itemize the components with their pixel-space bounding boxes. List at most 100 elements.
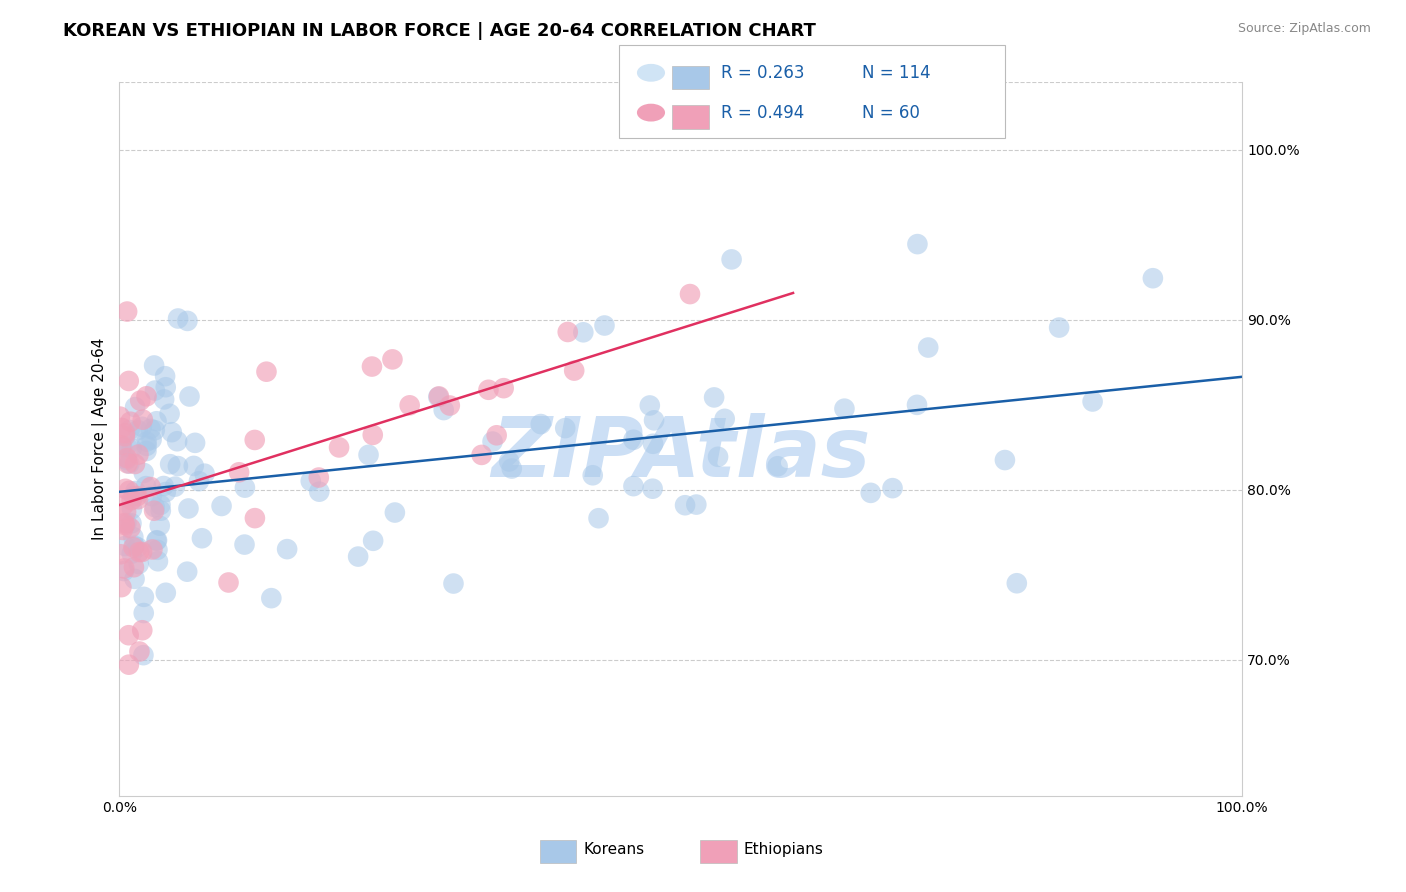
Point [146, 533, 169, 548]
Point [120, 415, 142, 429]
Text: R = 0.263: R = 0.263 [721, 64, 804, 82]
Point [1005, 576, 1028, 591]
Point [127, 541, 149, 555]
Point [135, 389, 157, 403]
Point [114, 518, 136, 533]
Point [135, 439, 157, 453]
Point [111, 421, 134, 435]
Point [135, 444, 157, 458]
Point [193, 467, 215, 481]
Point [132, 648, 155, 662]
Point [166, 434, 188, 449]
Point [477, 383, 499, 397]
Point [557, 325, 579, 339]
Point [127, 423, 149, 437]
Point [114, 482, 136, 496]
Point [141, 433, 163, 447]
Point [361, 428, 384, 442]
Point [163, 480, 186, 494]
Point [155, 380, 177, 394]
Point [308, 484, 330, 499]
Point [167, 459, 190, 474]
Point [149, 504, 172, 518]
Point [183, 458, 205, 473]
Point [167, 311, 190, 326]
Point [124, 572, 146, 586]
Point [859, 486, 882, 500]
Point [471, 448, 494, 462]
Point [299, 474, 322, 488]
Point [121, 516, 143, 531]
Point [121, 442, 143, 456]
Point [118, 374, 141, 388]
Point [501, 461, 523, 475]
Point [641, 482, 664, 496]
Point [176, 314, 198, 328]
Point [121, 502, 143, 516]
Y-axis label: In Labor Force | Age 20-64: In Labor Force | Age 20-64 [93, 337, 108, 540]
Point [129, 393, 152, 408]
Point [108, 409, 131, 424]
Point [127, 489, 149, 503]
Point [187, 474, 209, 488]
Point [127, 492, 149, 507]
Text: R = 0.494: R = 0.494 [721, 103, 804, 121]
Point [233, 481, 256, 495]
Point [347, 549, 370, 564]
Point [152, 479, 174, 493]
Point [673, 498, 696, 512]
Point [132, 606, 155, 620]
Point [994, 453, 1017, 467]
Text: ZIPAtlas: ZIPAtlas [491, 413, 870, 493]
Point [361, 359, 384, 374]
Point [111, 523, 134, 537]
Point [443, 576, 465, 591]
Point [361, 533, 384, 548]
Point [112, 499, 135, 513]
Point [112, 561, 135, 575]
Point [115, 453, 138, 467]
Point [211, 499, 233, 513]
Text: Ethiopians: Ethiopians [744, 842, 824, 856]
Point [176, 565, 198, 579]
Point [308, 470, 330, 484]
Point [115, 451, 138, 466]
Point [588, 511, 610, 525]
Point [128, 557, 150, 571]
Point [256, 365, 278, 379]
Point [114, 539, 136, 553]
Point [115, 516, 138, 530]
Point [143, 504, 166, 518]
Point [141, 542, 163, 557]
Point [146, 554, 169, 568]
Point [882, 481, 904, 495]
Point [554, 421, 576, 435]
Point [132, 590, 155, 604]
Point [146, 542, 169, 557]
Point [260, 591, 283, 606]
Point [623, 479, 645, 493]
Point [124, 400, 146, 414]
Point [153, 369, 176, 384]
Point [638, 399, 661, 413]
Point [357, 448, 380, 462]
Point [243, 511, 266, 525]
Text: Koreans: Koreans [583, 842, 644, 856]
Point [143, 359, 166, 373]
Point [179, 390, 201, 404]
Point [381, 352, 404, 367]
Point [572, 326, 595, 340]
Point [118, 483, 141, 498]
Point [128, 644, 150, 658]
Point [145, 414, 167, 428]
Point [184, 435, 207, 450]
Point [118, 657, 141, 672]
Point [121, 493, 143, 508]
Point [131, 624, 153, 638]
Point [124, 457, 146, 471]
Point [149, 518, 172, 533]
Point [582, 468, 605, 483]
Point [153, 392, 176, 407]
Point [228, 465, 250, 479]
Point [191, 531, 214, 545]
